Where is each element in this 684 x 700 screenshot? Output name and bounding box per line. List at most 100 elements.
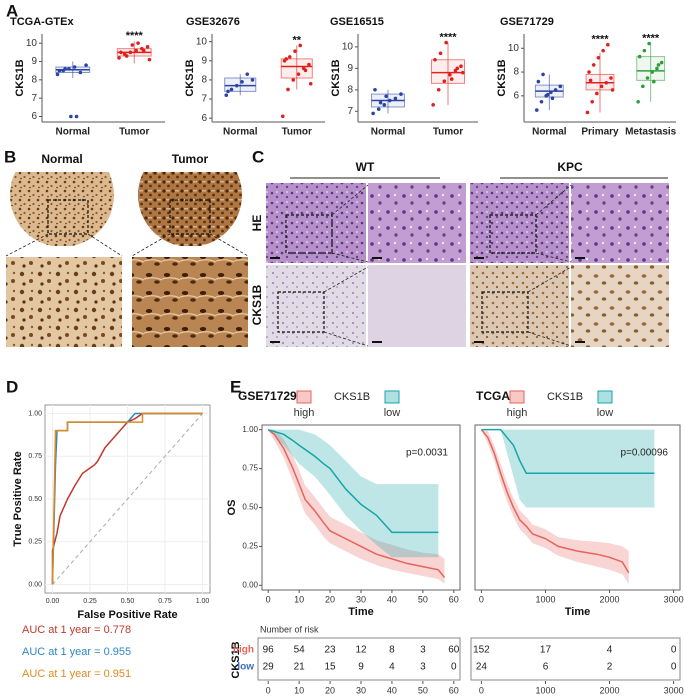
risk-value: 23 <box>325 645 337 656</box>
x-tick-label: 0.25 <box>83 598 97 605</box>
zoom-box <box>285 214 333 254</box>
survival-curve <box>481 428 655 475</box>
data-point <box>448 72 452 77</box>
annotation: p=0.0031 <box>406 448 448 459</box>
data-point <box>599 84 604 89</box>
data-point <box>240 80 244 84</box>
zoom-image <box>132 257 248 347</box>
zoom-line <box>331 184 369 216</box>
confidence-band <box>481 429 655 508</box>
data-point <box>72 65 77 69</box>
x-tick-label: 40 <box>387 594 397 604</box>
zoom-box <box>489 214 537 254</box>
data-point <box>307 62 311 67</box>
risk-table-title: Number of risk <box>260 624 319 634</box>
y-tick-label: 0.00 <box>28 581 42 588</box>
he-image <box>368 183 466 263</box>
data-point <box>384 94 388 99</box>
survival-curve <box>480 429 630 574</box>
risk-value: 3 <box>420 645 426 656</box>
data-point <box>303 68 308 73</box>
data-point <box>585 110 590 115</box>
scale-bars <box>270 257 585 343</box>
data-point <box>388 98 392 103</box>
significance: ** <box>292 34 301 46</box>
data-point <box>287 55 292 59</box>
risk-value: 8 <box>389 645 395 656</box>
data-point <box>74 114 79 119</box>
x-tick-label: 3000 <box>664 685 684 695</box>
legend-label: AUC at 1 year = 0.951 <box>22 668 131 680</box>
data-point <box>461 70 465 75</box>
risk-value: 0 <box>671 645 677 656</box>
data-point <box>298 43 303 48</box>
data-point <box>284 57 289 61</box>
data-point <box>378 100 383 105</box>
tissue-core <box>10 172 114 246</box>
data-point <box>459 64 463 68</box>
row-title: HE <box>250 215 264 232</box>
zoom-image <box>6 257 122 347</box>
y-tick-label: 6 <box>201 113 207 124</box>
zoom-line <box>87 233 123 257</box>
ihc-image <box>266 265 366 347</box>
data-point <box>371 111 375 116</box>
zoom-line <box>131 233 171 257</box>
zoom-line <box>535 252 572 263</box>
data-point <box>286 87 290 92</box>
y-axis-label: CKS1B <box>184 59 196 96</box>
data-point <box>545 92 550 97</box>
data-point <box>124 54 129 58</box>
zoom-box <box>481 291 529 333</box>
y-tick-label: 0.25 <box>242 542 258 551</box>
risk-value: 0 <box>671 662 677 673</box>
data-point <box>539 99 544 104</box>
x-axis-label: Time <box>565 606 590 618</box>
data-point <box>442 79 447 84</box>
confidence-band <box>268 429 439 558</box>
data-point <box>55 72 60 77</box>
x-tick-label: 2000 <box>600 685 620 695</box>
zoom-line <box>527 266 572 293</box>
data-point <box>234 83 239 88</box>
data-point <box>376 107 381 111</box>
y-axis-label: OS <box>226 500 238 516</box>
data-point <box>373 88 377 92</box>
reference-line <box>52 413 203 585</box>
data-point <box>382 103 387 107</box>
x-tick-label: 0 <box>266 685 271 695</box>
data-point <box>449 77 454 81</box>
significance: **** <box>126 30 144 42</box>
y-tick-label: 8 <box>347 84 353 95</box>
data-point <box>119 50 123 55</box>
data-point <box>63 67 67 71</box>
x-tick-label: 50 <box>418 594 428 604</box>
data-point <box>590 99 594 104</box>
he-image <box>571 183 669 263</box>
zoom-box <box>277 291 325 333</box>
data-point <box>606 42 610 47</box>
y-tick-label: 9 <box>347 63 353 74</box>
legend-swatch <box>384 390 400 404</box>
data-point <box>647 41 651 46</box>
chart-title: GSE32676 <box>186 16 240 28</box>
column-title: Normal <box>41 152 82 166</box>
data-point <box>642 48 647 53</box>
x-tick-label: 3000 <box>664 594 684 604</box>
group-title: KPC <box>557 160 583 174</box>
risk-value: 12 <box>355 645 367 656</box>
survival-curve <box>267 428 439 534</box>
risk-value: 9 <box>358 662 364 673</box>
zoom-line <box>331 252 369 263</box>
legend-title: CKS1B <box>547 391 583 403</box>
data-point <box>393 96 398 101</box>
data-point <box>656 63 661 67</box>
annotation: p=0.00096 <box>620 448 668 459</box>
data-point <box>250 78 255 82</box>
x-tick-label: 30 <box>356 594 366 604</box>
survival-curve <box>267 429 446 579</box>
y-tick-label: 0.50 <box>242 503 258 512</box>
data-point <box>650 70 655 74</box>
zoom-line <box>5 233 49 257</box>
y-axis-label: CKS1B <box>330 59 342 96</box>
